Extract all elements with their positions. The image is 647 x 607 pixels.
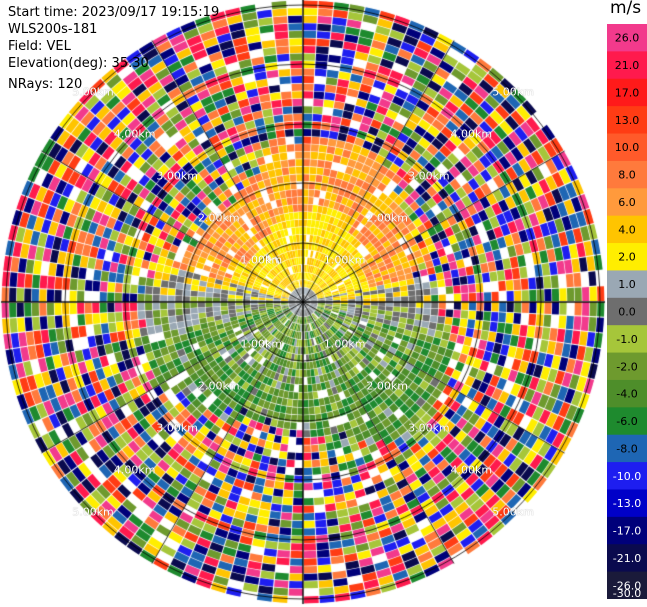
colorbar-tick-label: 0.0: [618, 306, 636, 319]
range-ring-label: 2.00km: [366, 211, 408, 225]
range-ring-label: 4.00km: [113, 127, 156, 141]
range-ring-label: 3.00km: [408, 169, 450, 183]
range-ring-label: 1.00km: [240, 337, 283, 351]
range-ring-label: 5.00km: [72, 505, 114, 519]
colorbar-tick-label: -2.0: [616, 360, 637, 373]
colorbar-segment: [607, 188, 647, 217]
colorbar-segment: [607, 434, 647, 463]
colorbar-segment: [607, 133, 647, 162]
start-time-text: Start time: 2023/09/17 19:15:19: [8, 5, 220, 20]
colorbar-tick-label: -21.0: [613, 552, 641, 565]
colorbar-tick-label: -26.0: [613, 579, 641, 592]
colorbar-tick-label: -17.0: [613, 525, 641, 538]
range-ring-label: 4.00km: [113, 463, 156, 477]
elevation-text: Elevation(deg): 35.30: [8, 56, 149, 71]
colorbar-segment: [607, 51, 647, 80]
colorbar-tick-label: 8.0: [618, 169, 636, 182]
colorbar-tick-label: 17.0: [615, 86, 640, 99]
colorbar-tick-label: 13.0: [615, 114, 640, 127]
colorbar-segment: [607, 571, 647, 599]
range-ring-label: 5.00km: [492, 505, 534, 519]
colorbar-segment: [607, 462, 647, 490]
range-ring-label: 3.00km: [156, 169, 198, 183]
colorbar-unit: m/s: [610, 0, 642, 18]
colorbar-segment: [607, 516, 647, 545]
colorbar-tick-label: -6.0: [616, 415, 637, 428]
range-ring-label: 2.00km: [198, 379, 240, 393]
velocity-colorbar: 26.0 21.0 17.0 13.0 10.0 8.0 6.0 4.0 2.0 1.0 0.0 -1…: [607, 24, 647, 599]
colorbar-tick-label: -4.0: [616, 388, 637, 401]
colorbar-tick-label: -30.0: [613, 587, 641, 599]
colorbar-tick-label: -1.0: [616, 333, 637, 346]
colorbar-segment: [607, 544, 647, 573]
nrays-text: NRays: 120: [8, 77, 83, 92]
colorbar-tick-label: -8.0: [616, 442, 637, 455]
colorbar-tick-label: 4.0: [618, 223, 636, 236]
colorbar-tick-label: 6.0: [618, 196, 636, 209]
instrument-text: WLS200s-181: [8, 22, 98, 37]
colorbar-tick-label: 26.0: [615, 32, 640, 45]
colorbar-segment: [607, 106, 647, 135]
colorbar-segment: [607, 243, 647, 271]
colorbar-segment: [607, 297, 647, 326]
colorbar-tick-label: 21.0: [615, 59, 640, 72]
colorbar-segment: [607, 270, 647, 299]
colorbar-tick-label: -13.0: [613, 497, 641, 510]
range-ring-label: 3.00km: [408, 421, 450, 435]
range-ring-label: 2.00km: [198, 211, 240, 225]
metadata-panel: Start time: 2023/09/17 19:15:19 WLS200s-…: [8, 4, 219, 93]
range-ring-label: 3.00km: [156, 421, 198, 435]
range-ring-label: 2.00km: [366, 379, 408, 393]
range-ring-label: 1.00km: [240, 253, 283, 267]
colorbar-segment: [607, 379, 647, 408]
colorbar-segment: [607, 24, 647, 52]
field-text: Field: VEL: [8, 39, 71, 54]
range-ring-label: 5.00km: [492, 85, 534, 99]
colorbar-tick-label: -10.0: [613, 470, 641, 483]
colorbar-segment: [607, 489, 647, 518]
colorbar-segment: [607, 325, 647, 354]
colorbar-tick-label: 2.0: [618, 251, 636, 264]
range-ring-label: 5.00km: [72, 85, 114, 99]
colorbar-tick-label: 1.0: [618, 278, 636, 291]
colorbar-segment: [607, 78, 647, 107]
range-ring-label: 4.00km: [450, 127, 493, 141]
colorbar-segment: [607, 352, 647, 381]
colorbar-segment: [607, 215, 647, 244]
range-ring-label: 1.00km: [323, 337, 366, 351]
colorbar-segment: [607, 407, 647, 436]
range-ring-label: 4.00km: [450, 463, 493, 477]
range-ring-label: 1.00km: [323, 253, 366, 267]
colorbar-segment: [607, 160, 647, 189]
colorbar-tick-label: 10.0: [615, 141, 640, 154]
